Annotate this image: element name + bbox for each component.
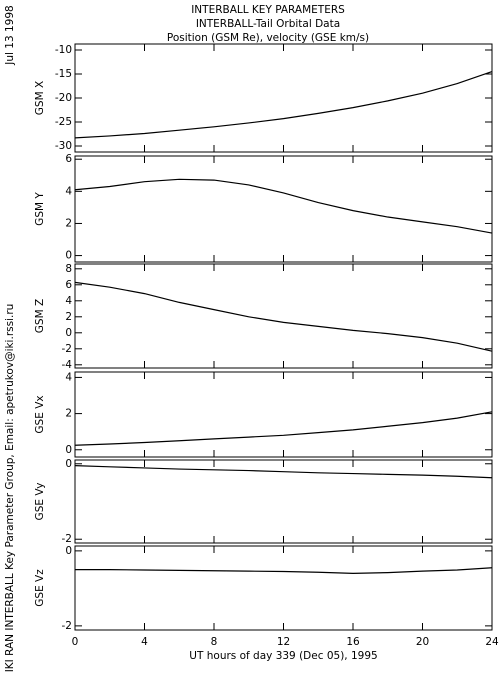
data-line bbox=[74, 465, 493, 479]
y-axis-label: GSM Y bbox=[34, 192, 46, 226]
y-tick-label: 4 bbox=[65, 371, 72, 383]
chart-title: INTERBALL KEY PARAMETERS bbox=[191, 4, 345, 16]
x-tick-label: 24 bbox=[485, 636, 499, 648]
y-tick-label: -2 bbox=[62, 533, 72, 545]
chart-subtitle: Position (GSM Re), velocity (GSE km/s) bbox=[167, 32, 369, 44]
y-tick-label: -4 bbox=[62, 359, 73, 371]
y-tick-label: -20 bbox=[55, 92, 72, 104]
y-axis-label: GSE Vy bbox=[34, 483, 46, 521]
y-tick-label: 0 bbox=[65, 545, 72, 557]
plot-frame bbox=[74, 263, 493, 369]
y-axis-label: GSM X bbox=[34, 81, 46, 115]
data-line bbox=[74, 411, 493, 446]
y-axis-label: GSE Vx bbox=[34, 395, 46, 433]
data-line bbox=[74, 71, 493, 139]
y-tick-label: 0 bbox=[65, 458, 72, 470]
y-tick-label: 6 bbox=[65, 279, 72, 291]
y-axis-label: GSM Z bbox=[34, 299, 46, 333]
y-tick-label: -2 bbox=[62, 620, 72, 632]
data-line bbox=[74, 178, 493, 234]
y-tick-label: 0 bbox=[65, 444, 72, 456]
y-tick-label: 4 bbox=[65, 185, 72, 197]
data-line bbox=[75, 567, 493, 574]
y-tick-label: 6 bbox=[65, 153, 72, 165]
y-tick-label: -15 bbox=[55, 68, 72, 80]
x-tick-label: 16 bbox=[346, 636, 360, 648]
x-tick-label: 8 bbox=[211, 636, 218, 648]
y-tick-label: 0 bbox=[65, 250, 72, 262]
plot-frame bbox=[74, 545, 493, 631]
data-line bbox=[74, 281, 493, 352]
y-tick-label: 8 bbox=[65, 263, 72, 275]
y-tick-label: -10 bbox=[55, 44, 72, 56]
y-tick-label: -25 bbox=[55, 116, 72, 128]
x-axis-label: UT hours of day 339 (Dec 05), 1995 bbox=[189, 650, 377, 662]
y-axis-label: GSE Vz bbox=[34, 569, 46, 607]
y-tick-label: -30 bbox=[55, 140, 72, 152]
y-tick-label: 0 bbox=[65, 327, 72, 339]
plot-frame bbox=[74, 155, 493, 263]
x-tick-label: 20 bbox=[416, 636, 429, 648]
y-tick-label: 2 bbox=[65, 311, 72, 323]
y-tick-label: -2 bbox=[62, 343, 72, 355]
x-tick-label: 0 bbox=[72, 636, 79, 648]
plot-frame bbox=[74, 371, 493, 458]
x-tick-label: 4 bbox=[141, 636, 148, 648]
credit-label: IKI RAN INTERBALL Key Parameter Group, E… bbox=[4, 304, 16, 673]
y-tick-label: 4 bbox=[65, 295, 72, 307]
chart-subtitle: INTERBALL-Tail Orbital Data bbox=[196, 18, 340, 30]
plot-frame bbox=[74, 43, 493, 153]
y-tick-label: 2 bbox=[65, 408, 72, 420]
y-tick-label: 2 bbox=[65, 217, 72, 229]
x-tick-label: 12 bbox=[277, 636, 290, 648]
plot-frame bbox=[74, 459, 493, 544]
date-label: Jul 13 1998 bbox=[4, 5, 16, 65]
